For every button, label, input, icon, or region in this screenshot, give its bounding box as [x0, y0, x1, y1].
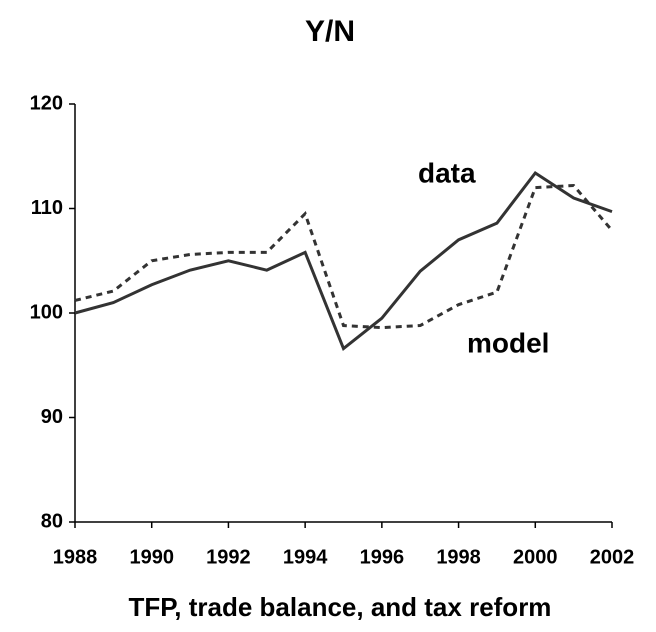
series-line	[74, 183, 614, 330]
y-tick-label: 110	[31, 197, 63, 219]
x-tick-label: 1990	[129, 546, 174, 568]
x-tick-label: 1998	[436, 546, 481, 568]
y-tick-label: 100	[30, 301, 63, 323]
y-tick-label: 90	[41, 406, 63, 428]
y-tick-label: 120	[30, 92, 63, 114]
x-tick-label: 2002	[590, 546, 635, 568]
series-label: model	[467, 327, 549, 358]
series-label: data	[418, 157, 476, 188]
x-tick-label: 2000	[513, 546, 558, 568]
y-tick-label: 80	[41, 510, 63, 532]
x-axis-label: TFP, trade balance, and tax reform	[129, 592, 552, 622]
x-tick-label: 1988	[53, 546, 98, 568]
x-tick-label: 1992	[206, 546, 251, 568]
series-line	[74, 170, 613, 351]
x-tick-label: 1996	[360, 546, 405, 568]
x-tick-label: 1994	[283, 546, 328, 568]
chart-title: Y/N	[305, 15, 355, 48]
